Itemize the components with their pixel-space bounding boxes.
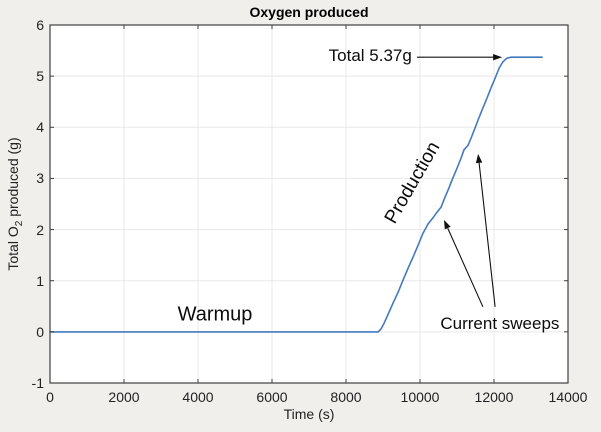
y-tick-label: 4 [36,119,44,136]
annotation-arrow-head [493,54,503,61]
y-tick-label: -1 [31,375,44,391]
y-tick-label: 3 [36,170,44,187]
annotation-arrow-head [444,219,451,230]
x-tick-label: 14000 [548,389,588,405]
annotation-arrow-line [478,162,496,307]
annotation-arrow-line [447,227,484,308]
annotation-total-value: Total 5.37g [328,46,412,66]
x-axis-label: Time (s) [283,406,335,422]
x-tick-label: 10000 [400,389,440,405]
annotation-current-sweeps: Current sweeps [440,314,560,334]
y-axis-label-text: Total O2 produced (g) [5,137,25,271]
x-tick-label: 6000 [256,389,288,405]
plot-border [49,24,569,384]
y-tick-label: 2 [36,221,44,238]
y-tick-label: 1 [36,272,44,289]
series-line [49,56,543,333]
plot-background [50,25,568,383]
x-tick-label: 2000 [108,389,140,405]
y-tick-label: 5 [36,68,44,85]
chart-title: Oxygen produced [249,4,369,20]
x-tick-label: 0 [46,389,54,405]
x-tick-label: 8000 [330,389,362,405]
annotation-arrow-head [475,153,483,164]
x-tick-label: 4000 [182,389,214,405]
annotation-warmup: Warmup [177,303,253,326]
x-tick-label: 12000 [474,389,514,405]
y-tick-label: 6 [36,17,44,33]
y-tick-label: 0 [36,323,44,340]
